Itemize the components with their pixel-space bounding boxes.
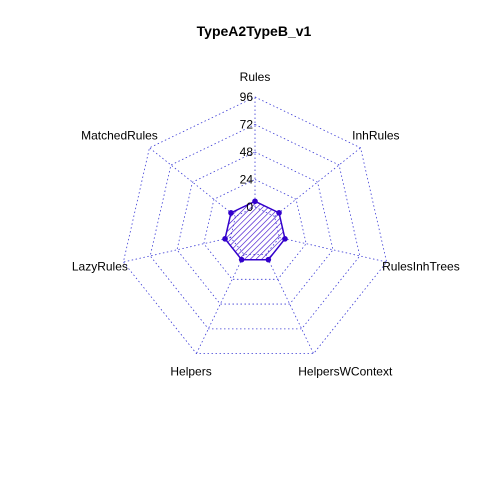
- series-area-0: [224, 200, 286, 261]
- chart-title: TypeA2TypeB_v1: [197, 23, 312, 39]
- radar-series: [222, 198, 288, 263]
- axis-label-InhRules: InhRules: [352, 128, 399, 142]
- axis-label-RulesInhTrees: RulesInhTrees: [382, 259, 460, 273]
- tick-label-24: 24: [240, 173, 254, 187]
- grid-ring-48: [176, 151, 334, 305]
- data-point-MatchedRules: [228, 210, 234, 216]
- tick-label-96: 96: [240, 90, 254, 104]
- axis-label-Rules: Rules: [240, 70, 271, 84]
- axis-label-MatchedRules: MatchedRules: [81, 128, 158, 142]
- data-point-RulesInhTrees: [282, 236, 288, 242]
- data-point-Rules: [252, 198, 258, 205]
- spoke-RulesInhTrees: [279, 237, 387, 263]
- grid-ring-72: [149, 124, 361, 330]
- tick-label-0: 0: [246, 200, 253, 214]
- grid-ring-24: [203, 179, 307, 280]
- data-point-Helpers: [238, 256, 245, 263]
- axis-label-HelpersWContext: HelpersWContext: [298, 365, 393, 379]
- data-point-HelpersWContext: [265, 256, 272, 263]
- tick-label-72: 72: [240, 118, 254, 132]
- radar-tick-labels: 0 24 48 72 96: [240, 90, 254, 214]
- spoke-LazyRules: [123, 237, 231, 263]
- tick-label-48: 48: [240, 145, 254, 159]
- data-point-LazyRules: [222, 236, 228, 242]
- grid-ring-96: [122, 96, 388, 355]
- data-point-InhRules: [276, 210, 282, 216]
- axis-label-Helpers: Helpers: [170, 365, 211, 379]
- radar-axis-labels: Rules InhRules RulesInhTrees HelpersWContex…: [72, 70, 460, 379]
- axis-label-LazyRules: LazyRules: [72, 259, 128, 273]
